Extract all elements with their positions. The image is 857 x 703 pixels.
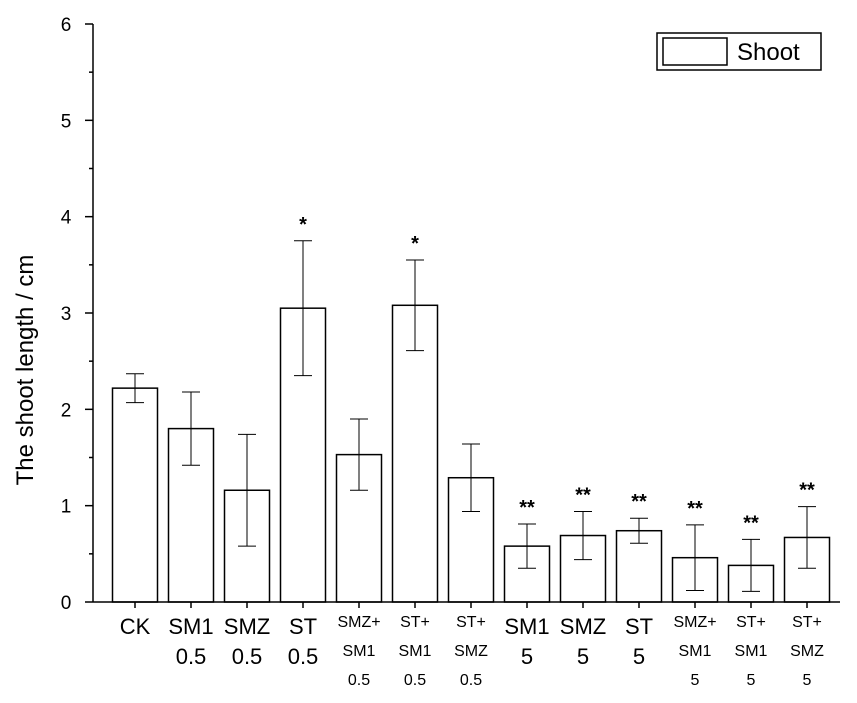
significance-label: ** <box>519 497 535 519</box>
significance-label: ** <box>687 498 703 520</box>
x-tick-label: SMZ <box>790 643 824 660</box>
x-tick-label: ST+ <box>456 614 486 631</box>
y-axis: 0 1 2 3 4 5 6 <box>61 15 93 614</box>
x-tick-label: CK <box>120 614 151 639</box>
x-tick-label: 5 <box>633 644 645 669</box>
legend-swatch <box>663 38 727 65</box>
significance-label: ** <box>575 484 591 506</box>
significance-label: * <box>299 214 307 236</box>
x-tick-label: ST <box>625 614 653 639</box>
x-tick-label: SM1 <box>504 614 549 639</box>
x-tick-label: SMZ+ <box>673 614 716 631</box>
x-tick-label: ST+ <box>400 614 430 631</box>
x-axis: CK SM1 0.5 SMZ 0.5 ST 0.5 SMZ+ SM1 0.5 ST+ SM1 0.5 ST… <box>93 602 840 689</box>
y-tick-label: 6 <box>61 15 72 36</box>
x-tick-label: SMZ <box>224 614 270 639</box>
y-tick-label: 2 <box>61 400 72 421</box>
x-tick-label: 5 <box>577 644 589 669</box>
y-tick-label: 3 <box>61 304 72 325</box>
y-tick-label: 0 <box>61 593 72 614</box>
x-tick-label: SM1 <box>399 643 432 660</box>
x-tick-label: SM1 <box>168 614 213 639</box>
y-axis-title: The shoot length / cm <box>12 255 39 486</box>
x-tick-label: ST <box>289 614 317 639</box>
y-tick-label: 4 <box>61 208 72 229</box>
x-tick-label: 5 <box>747 672 756 689</box>
x-tick-label: 0.5 <box>348 672 370 689</box>
x-tick-label: ST+ <box>736 614 766 631</box>
x-tick-label: SMZ <box>560 614 606 639</box>
significance-label: ** <box>631 491 647 513</box>
bar <box>113 388 158 602</box>
x-tick-label: 0.5 <box>460 672 482 689</box>
x-tick-label: 0.5 <box>232 644 263 669</box>
significance-label: ** <box>799 480 815 502</box>
x-tick-label: SMZ+ <box>337 614 380 631</box>
x-tick-label: SMZ <box>454 643 488 660</box>
x-tick-label: 5 <box>691 672 700 689</box>
x-tick-label: 0.5 <box>176 644 207 669</box>
x-tick-label: 0.5 <box>404 672 426 689</box>
x-tick-label: 5 <box>521 644 533 669</box>
x-tick-label: SM1 <box>679 643 712 660</box>
significance-label: * <box>411 233 419 255</box>
x-tick-label: 0.5 <box>288 644 319 669</box>
y-tick-label: 1 <box>61 497 72 518</box>
legend-label: Shoot <box>737 39 800 66</box>
y-tick-label: 5 <box>61 111 72 132</box>
x-tick-label: SM1 <box>343 643 376 660</box>
bars: ****** ** ****** <box>113 214 830 602</box>
x-tick-label: ST+ <box>792 614 822 631</box>
x-tick-label: SM1 <box>735 643 768 660</box>
significance-label: ** <box>743 512 759 534</box>
legend: Shoot <box>657 33 821 70</box>
x-tick-label: 5 <box>803 672 812 689</box>
